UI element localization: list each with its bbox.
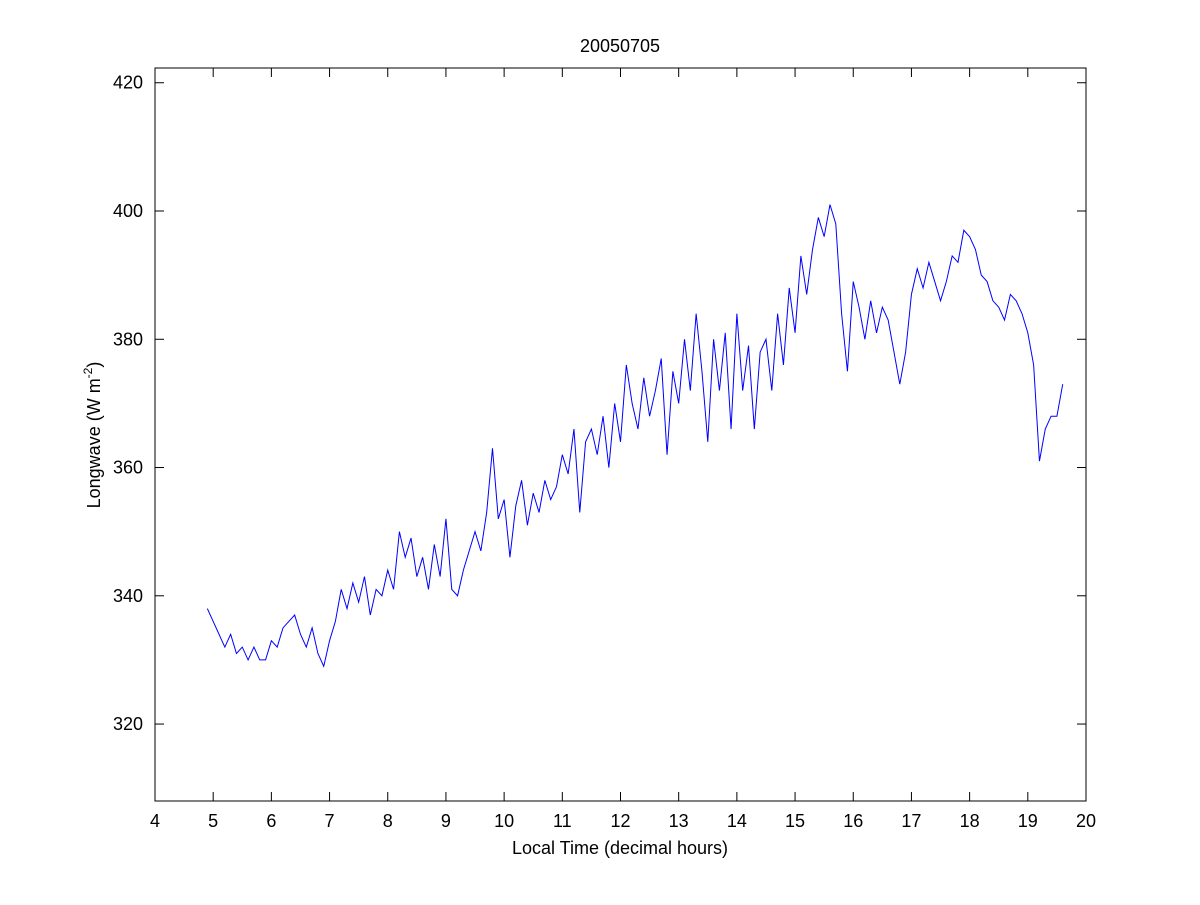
x-tick-label: 6 xyxy=(266,811,276,831)
x-tick-label: 11 xyxy=(553,811,572,831)
x-tick-label: 4 xyxy=(150,811,160,831)
y-tick-label: 320 xyxy=(113,714,143,734)
y-tick-label: 420 xyxy=(113,73,143,93)
y-tick-label: 400 xyxy=(113,201,143,221)
y-tick-label: 360 xyxy=(113,458,143,478)
x-tick-label: 12 xyxy=(610,811,630,831)
chart-title: 20050705 xyxy=(580,36,660,56)
data-line xyxy=(206,204,1064,668)
y-tick-label: 340 xyxy=(113,586,143,606)
x-tick-label: 20 xyxy=(1076,811,1096,831)
x-tick-label: 18 xyxy=(960,811,980,831)
x-tick-label: 15 xyxy=(785,811,805,831)
x-tick-label: 19 xyxy=(1018,811,1038,831)
y-label-suffix: ) xyxy=(84,362,104,368)
x-axis-label: Local Time (decimal hours) xyxy=(512,838,728,858)
x-tick-label: 16 xyxy=(843,811,863,831)
x-tick-label: 9 xyxy=(441,811,451,831)
x-tick-label: 13 xyxy=(669,811,689,831)
x-tick-label: 5 xyxy=(208,811,218,831)
x-tick-label: 7 xyxy=(325,811,335,831)
y-tick-label: 380 xyxy=(113,329,143,349)
x-tick-label: 17 xyxy=(901,811,921,831)
y-label-text: Longwave (W m xyxy=(84,378,104,508)
x-tick-label: 14 xyxy=(727,811,747,831)
x-tick-label: 8 xyxy=(383,811,393,831)
y-label-superscript: -2 xyxy=(81,367,95,378)
plot-area xyxy=(154,67,1087,802)
x-tick-label: 10 xyxy=(494,811,514,831)
y-axis-label: Longwave (W m-2) xyxy=(81,362,104,509)
